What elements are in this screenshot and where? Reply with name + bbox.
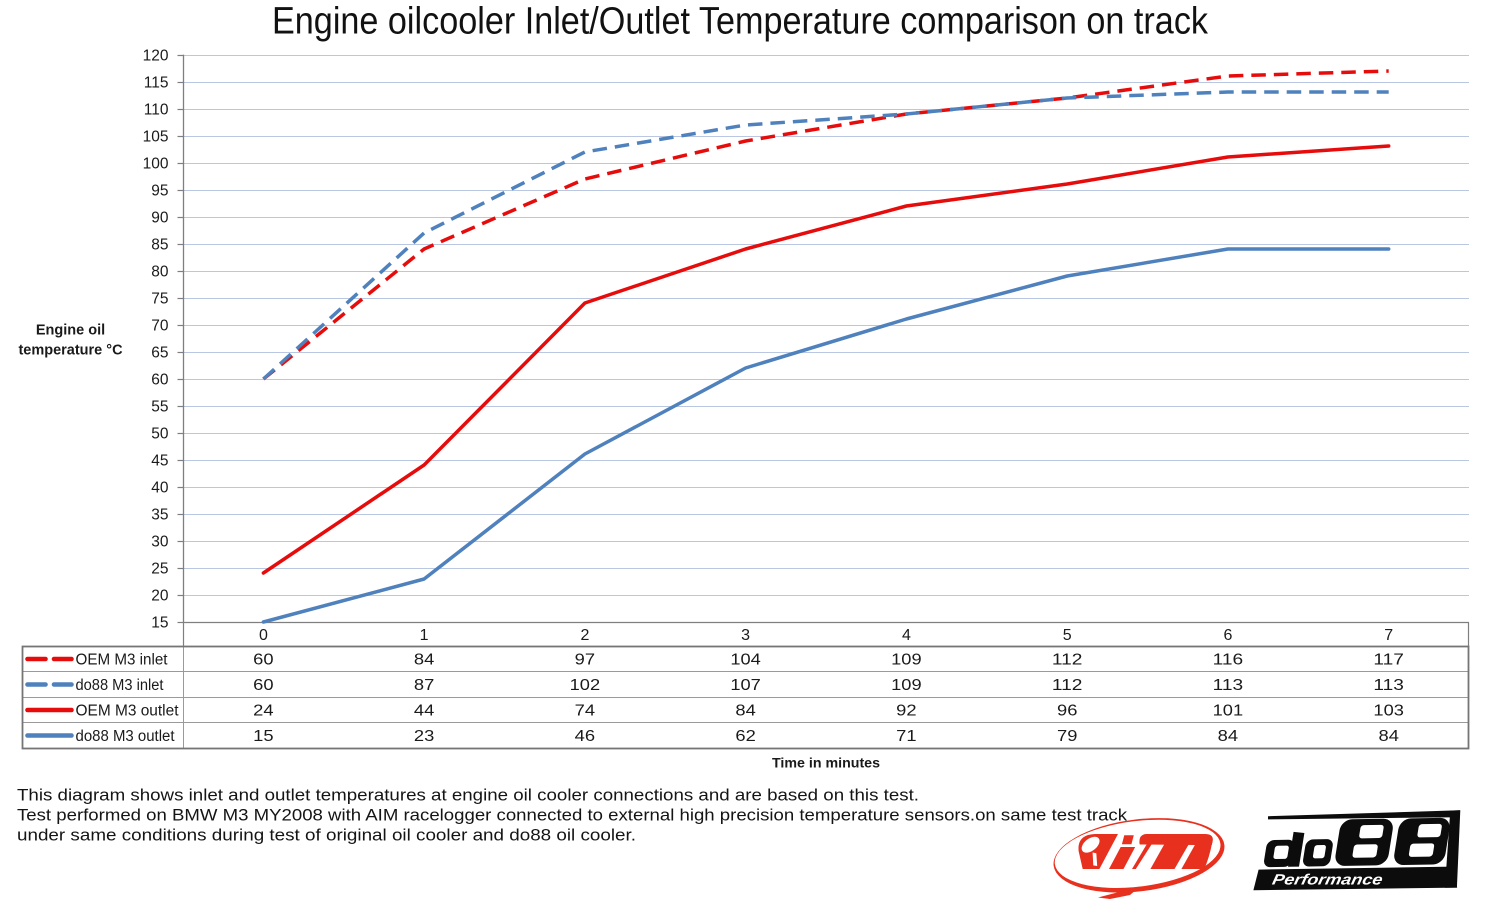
- svg-text:24: 24: [253, 702, 274, 719]
- svg-text:84: 84: [414, 651, 435, 668]
- svg-text:101: 101: [1213, 702, 1244, 719]
- svg-text:71: 71: [896, 728, 917, 745]
- svg-text:Time in minutes: Time in minutes: [772, 755, 880, 770]
- svg-text:75: 75: [151, 290, 168, 307]
- svg-text:do88 M3 inlet: do88 M3 inlet: [76, 677, 165, 694]
- svg-text:113: 113: [1213, 677, 1244, 694]
- svg-text:40: 40: [151, 479, 169, 496]
- svg-text:109: 109: [891, 651, 922, 668]
- svg-text:62: 62: [735, 728, 756, 745]
- svg-text:80: 80: [151, 263, 169, 280]
- svg-text:84: 84: [735, 702, 756, 719]
- svg-text:84: 84: [1218, 728, 1239, 745]
- svg-text:4: 4: [902, 627, 911, 644]
- svg-text:100: 100: [143, 155, 169, 172]
- svg-text:55: 55: [151, 398, 168, 415]
- svg-text:70: 70: [151, 317, 169, 334]
- svg-text:3: 3: [741, 627, 750, 644]
- svg-text:Test performed on BMW M3 MY200: Test performed on BMW M3 MY2008 with AIM…: [17, 806, 1128, 825]
- svg-text:temperature °C: temperature °C: [18, 343, 123, 359]
- svg-text:Engine oilcooler Inlet/Outlet: Engine oilcooler Inlet/Outlet Temperatur…: [272, 1, 1209, 43]
- svg-text:120: 120: [143, 47, 169, 64]
- svg-text:95: 95: [151, 182, 168, 199]
- svg-text:0: 0: [259, 627, 268, 644]
- svg-text:This diagram shows inlet and o: This diagram shows inlet and outlet temp…: [17, 786, 919, 805]
- svg-text:65: 65: [151, 344, 168, 361]
- svg-text:7: 7: [1384, 627, 1393, 644]
- svg-text:102: 102: [570, 677, 601, 694]
- svg-text:15: 15: [253, 728, 274, 745]
- svg-text:45: 45: [151, 452, 168, 469]
- svg-text:OEM M3 inlet: OEM M3 inlet: [76, 651, 169, 668]
- svg-text:60: 60: [253, 651, 274, 668]
- svg-text:92: 92: [896, 702, 917, 719]
- svg-text:74: 74: [575, 702, 596, 719]
- svg-text:Engine oil: Engine oil: [36, 323, 105, 339]
- svg-text:112: 112: [1052, 651, 1083, 668]
- svg-text:79: 79: [1057, 728, 1078, 745]
- svg-text:30: 30: [151, 533, 169, 550]
- svg-text:25: 25: [151, 560, 168, 577]
- svg-text:104: 104: [730, 651, 761, 668]
- svg-text:46: 46: [575, 728, 596, 745]
- svg-text:2: 2: [580, 627, 589, 644]
- svg-text:116: 116: [1213, 651, 1244, 668]
- svg-text:110: 110: [144, 101, 169, 118]
- svg-text:5: 5: [1063, 627, 1072, 644]
- svg-text:84: 84: [1379, 728, 1400, 745]
- svg-text:do88 M3 outlet: do88 M3 outlet: [76, 728, 176, 745]
- svg-text:44: 44: [414, 702, 435, 719]
- svg-text:105: 105: [143, 128, 169, 145]
- svg-text:103: 103: [1373, 702, 1404, 719]
- svg-text:20: 20: [151, 587, 169, 604]
- svg-text:Performance: Performance: [1271, 872, 1385, 889]
- svg-text:OEM M3 outlet: OEM M3 outlet: [76, 702, 180, 719]
- svg-text:85: 85: [151, 236, 168, 253]
- svg-text:117: 117: [1373, 651, 1404, 668]
- svg-text:35: 35: [151, 506, 168, 523]
- svg-text:115: 115: [144, 74, 169, 91]
- svg-text:90: 90: [151, 209, 169, 226]
- svg-text:107: 107: [730, 677, 761, 694]
- svg-text:15: 15: [151, 614, 168, 631]
- svg-text:60: 60: [253, 677, 274, 694]
- svg-text:1: 1: [420, 627, 429, 644]
- svg-text:23: 23: [414, 728, 435, 745]
- svg-text:96: 96: [1057, 702, 1078, 719]
- svg-text:6: 6: [1223, 627, 1232, 644]
- svg-text:60: 60: [151, 371, 169, 388]
- svg-text:50: 50: [151, 425, 169, 442]
- svg-text:87: 87: [414, 677, 435, 694]
- svg-text:109: 109: [891, 677, 922, 694]
- svg-text:113: 113: [1373, 677, 1404, 694]
- svg-text:under same conditions during t: under same conditions during test of ori…: [17, 826, 636, 845]
- svg-text:97: 97: [575, 651, 596, 668]
- svg-text:112: 112: [1052, 677, 1083, 694]
